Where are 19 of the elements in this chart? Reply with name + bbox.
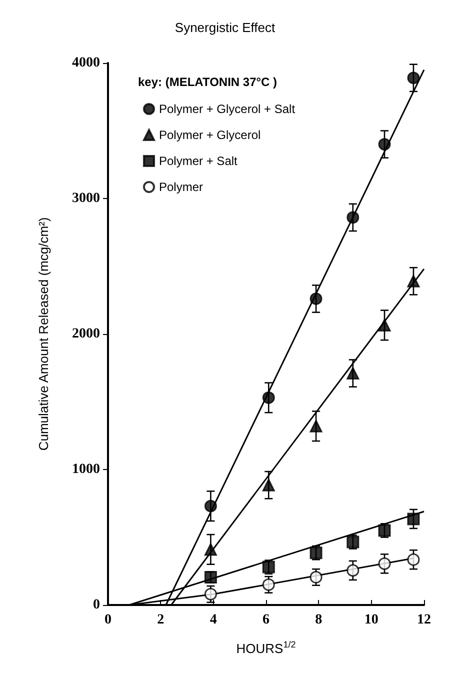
x-tick-label: 6 (262, 612, 270, 628)
legend-label: Polymer + Glycerol + Salt (159, 102, 296, 116)
x-tick-label: 8 (315, 612, 322, 628)
x-tick-label: 4 (210, 612, 217, 628)
y-tick-label: 0 (93, 598, 100, 612)
y-tick-label: 3000 (72, 191, 100, 206)
x-tick-label: 12 (417, 612, 431, 628)
chart-title: Synergistic Effect (174, 20, 276, 35)
y-axis-title: Cumulative Amount Released (mcg/cm²) (36, 217, 51, 451)
y-tick-label: 1000 (72, 462, 100, 477)
x-tick-label: 2 (157, 612, 164, 628)
legend-title: key: (MELATONIN 37°C ) (138, 75, 278, 89)
legend-label: Polymer (159, 180, 204, 194)
y-tick-label: 4000 (72, 56, 100, 70)
x-tick-label: 0 (104, 612, 112, 628)
x-tick-label: 10 (364, 612, 378, 628)
legend-label: Polymer + Glycerol (159, 128, 261, 142)
legend-label: Polymer + Salt (159, 154, 238, 168)
y-tick-label: 2000 (72, 326, 100, 342)
